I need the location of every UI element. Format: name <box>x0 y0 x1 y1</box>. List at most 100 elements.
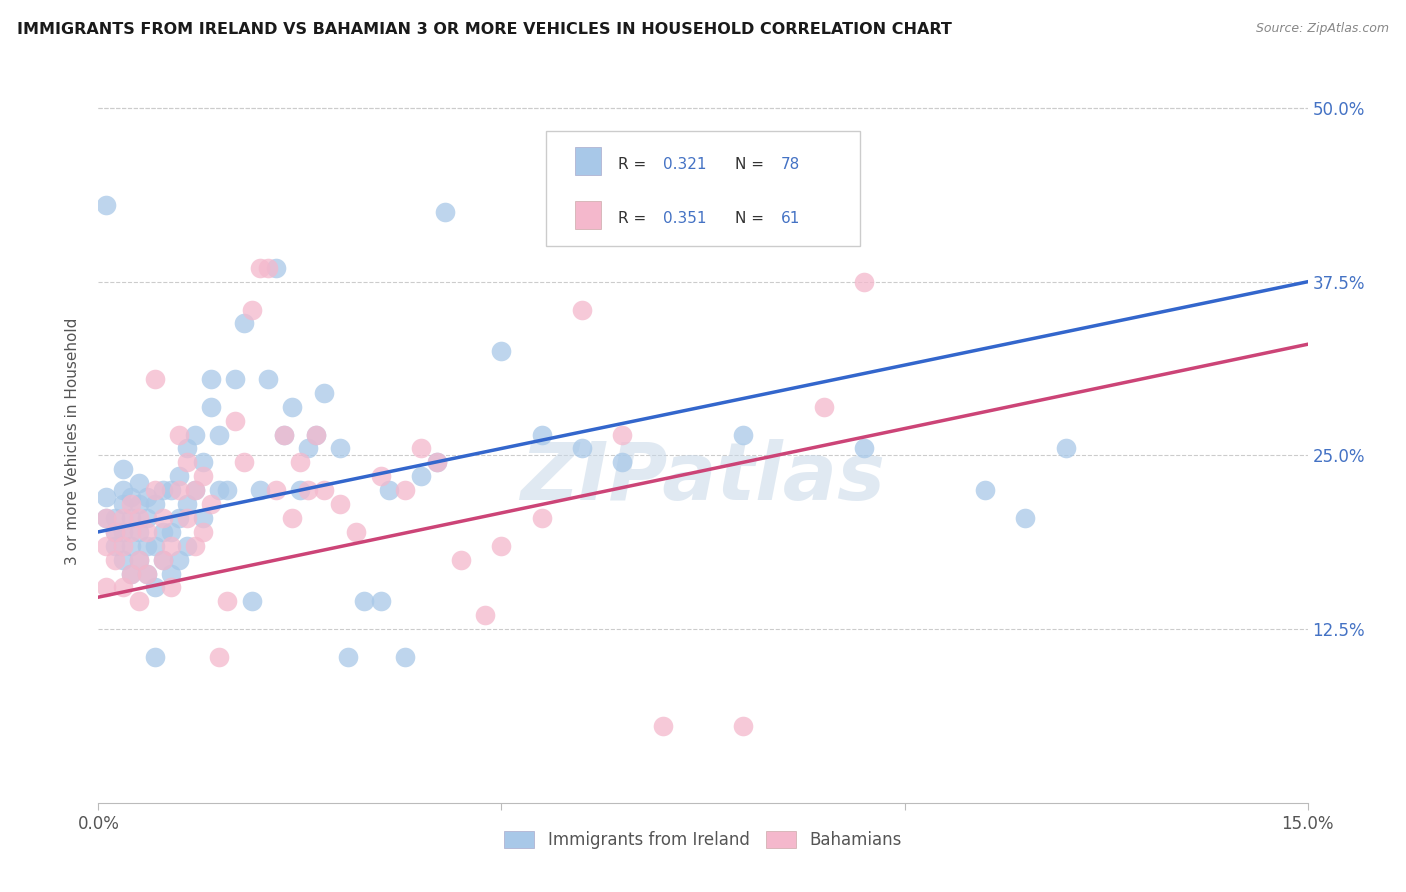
Point <box>96 511 118 525</box>
Point <box>111 462 134 476</box>
Point <box>96 198 118 212</box>
Point <box>651 719 673 733</box>
Point <box>281 511 304 525</box>
Point <box>409 469 432 483</box>
Point <box>184 483 207 498</box>
Point <box>120 539 142 553</box>
Point <box>217 594 239 608</box>
Point <box>232 317 254 331</box>
Text: 61: 61 <box>782 211 800 226</box>
Point <box>176 497 198 511</box>
Point <box>297 442 319 456</box>
Point <box>273 427 295 442</box>
Text: Source: ZipAtlas.com: Source: ZipAtlas.com <box>1256 22 1389 36</box>
Point <box>128 476 150 491</box>
Point <box>184 483 207 498</box>
Point <box>96 581 118 595</box>
Point <box>530 427 553 442</box>
Point <box>167 511 190 525</box>
Point <box>128 524 150 539</box>
Legend: Immigrants from Ireland, Bahamians: Immigrants from Ireland, Bahamians <box>498 824 908 856</box>
Point <box>612 427 634 442</box>
Point <box>120 490 142 504</box>
Point <box>612 455 634 469</box>
Point <box>103 524 125 539</box>
Point <box>111 539 134 553</box>
Point <box>111 581 134 595</box>
Point <box>176 511 198 525</box>
Point <box>240 594 263 608</box>
Point <box>111 524 134 539</box>
Point <box>111 497 134 511</box>
Point <box>200 400 222 414</box>
Point <box>120 566 142 581</box>
Point <box>193 455 215 469</box>
Point <box>813 400 835 414</box>
Point <box>305 427 328 442</box>
Point <box>160 524 183 539</box>
Point <box>337 649 360 664</box>
Text: ZIPatlas: ZIPatlas <box>520 439 886 516</box>
Point <box>249 483 271 498</box>
Point <box>530 511 553 525</box>
Point <box>135 539 157 553</box>
Point <box>370 469 392 483</box>
Point <box>184 427 207 442</box>
Point <box>152 552 174 566</box>
Point <box>135 524 157 539</box>
Point <box>111 511 134 525</box>
Text: N =: N = <box>735 211 769 226</box>
Point <box>200 497 222 511</box>
Point <box>111 552 134 566</box>
Point <box>176 539 198 553</box>
Point <box>176 455 198 469</box>
Text: 0.321: 0.321 <box>662 157 706 171</box>
Point <box>1054 442 1077 456</box>
Point <box>120 524 142 539</box>
Point <box>733 427 755 442</box>
Point <box>208 427 231 442</box>
Point <box>128 594 150 608</box>
Point <box>377 483 399 498</box>
Point <box>193 511 215 525</box>
Point <box>571 442 593 456</box>
Point <box>96 539 118 553</box>
Point <box>103 539 125 553</box>
Point <box>135 566 157 581</box>
Point <box>152 524 174 539</box>
Point <box>160 483 183 498</box>
Point <box>128 552 150 566</box>
Point <box>571 302 593 317</box>
Point <box>224 372 246 386</box>
Point <box>135 511 157 525</box>
Text: IMMIGRANTS FROM IRELAND VS BAHAMIAN 3 OR MORE VEHICLES IN HOUSEHOLD CORRELATION : IMMIGRANTS FROM IRELAND VS BAHAMIAN 3 OR… <box>17 22 952 37</box>
Point <box>120 566 142 581</box>
Point <box>256 372 278 386</box>
FancyBboxPatch shape <box>575 202 600 229</box>
Point <box>143 649 166 664</box>
Point <box>135 566 157 581</box>
Point <box>426 455 449 469</box>
Point <box>288 483 311 498</box>
Point <box>152 483 174 498</box>
Point <box>232 455 254 469</box>
Point <box>120 511 142 525</box>
Point <box>288 455 311 469</box>
Point <box>103 511 125 525</box>
Point <box>135 490 157 504</box>
Point <box>305 427 328 442</box>
Point <box>160 539 183 553</box>
Point <box>167 552 190 566</box>
Point <box>143 497 166 511</box>
Point <box>143 483 166 498</box>
Point <box>409 442 432 456</box>
Point <box>160 581 183 595</box>
Point <box>394 483 416 498</box>
Point <box>344 524 367 539</box>
Text: N =: N = <box>735 157 769 171</box>
Point <box>370 594 392 608</box>
FancyBboxPatch shape <box>575 147 600 175</box>
Point <box>224 414 246 428</box>
Point <box>1014 511 1036 525</box>
Point <box>103 524 125 539</box>
